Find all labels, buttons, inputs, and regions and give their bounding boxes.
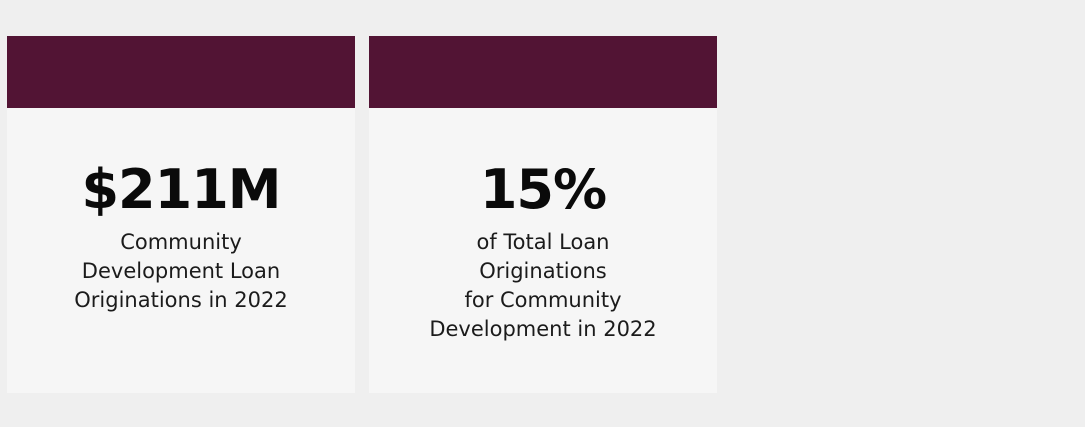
stat-description-line: of Total Loan <box>476 230 610 254</box>
stat-card-percent-originations: 15% of Total Loan Originations for Commu… <box>369 36 717 393</box>
stat-description-line: for Community <box>464 288 622 312</box>
stat-description-line: Development in 2022 <box>429 317 657 341</box>
stat-description-line: Originations in 2022 <box>74 288 288 312</box>
stat-description-line: Development Loan <box>81 259 281 283</box>
card-header-bar <box>7 36 355 108</box>
stat-description: Community Development Loan Originations … <box>31 228 331 315</box>
card-header-bar <box>369 36 717 108</box>
stat-description: of Total Loan Originations for Community… <box>393 228 693 344</box>
stat-description-line: Community <box>120 230 242 254</box>
stat-value: 15% <box>479 158 607 221</box>
stat-card-loan-originations: $211M Community Development Loan Origina… <box>7 36 355 393</box>
stat-value: $211M <box>81 158 281 221</box>
stat-description-line: Originations <box>479 259 607 283</box>
